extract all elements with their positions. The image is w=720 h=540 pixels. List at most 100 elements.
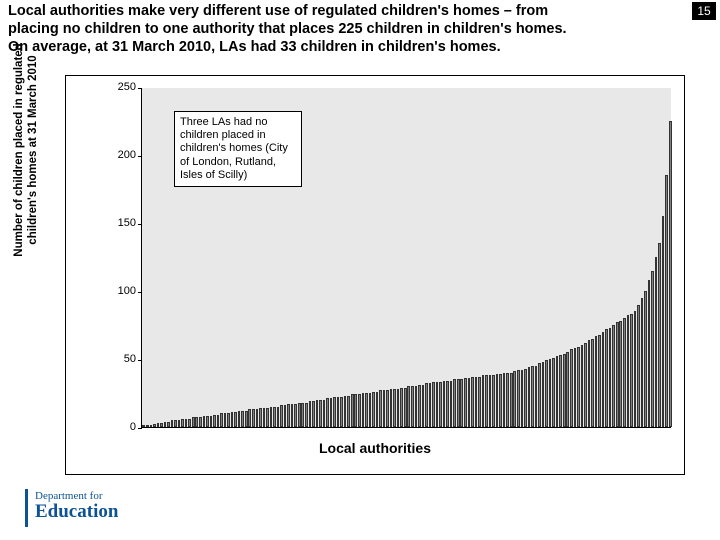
- y-tick-label: 50: [124, 353, 142, 365]
- bar: [340, 397, 343, 427]
- dfe-logo: Department for Education: [35, 491, 118, 522]
- bar: [379, 390, 382, 427]
- bar: [301, 403, 304, 427]
- page-number-badge: 15: [692, 2, 716, 20]
- bar: [294, 404, 297, 427]
- bar: [287, 404, 290, 427]
- bar: [386, 390, 389, 427]
- bar: [581, 345, 584, 427]
- bar: [602, 332, 605, 427]
- bar: [538, 363, 541, 427]
- bar: [658, 243, 661, 427]
- bar: [146, 425, 149, 427]
- bar: [231, 412, 234, 427]
- bar: [418, 385, 421, 427]
- bar: [256, 409, 259, 427]
- bar: [411, 386, 414, 427]
- bar: [266, 408, 269, 427]
- bar: [542, 362, 545, 427]
- bar: [623, 318, 626, 427]
- bar: [471, 377, 474, 427]
- y-axis-label-line2: children's homes at 31 March 2010: [27, 55, 39, 244]
- bar: [181, 419, 184, 427]
- bar: [273, 407, 276, 427]
- bar: [627, 315, 630, 427]
- bar: [563, 354, 566, 427]
- bar: [393, 389, 396, 427]
- bar: [513, 371, 516, 427]
- bar: [439, 382, 442, 427]
- bar: [464, 378, 467, 427]
- bar: [634, 311, 637, 427]
- bar: [407, 386, 410, 427]
- bar: [630, 314, 633, 427]
- bar: [651, 271, 654, 427]
- bar: [354, 394, 357, 427]
- logo-line2: Education: [35, 501, 118, 522]
- bar: [280, 405, 283, 427]
- bar: [167, 422, 170, 427]
- bar: [662, 216, 665, 427]
- bar: [248, 409, 251, 427]
- bar: [365, 393, 368, 427]
- bar: [612, 325, 615, 427]
- title-line1: Local authorities make very different us…: [8, 3, 548, 19]
- bar: [234, 412, 237, 427]
- bar: [376, 392, 379, 427]
- bar: [238, 411, 241, 427]
- bar: [192, 417, 195, 427]
- bar: [213, 415, 216, 427]
- bar: [521, 370, 524, 427]
- bar: [545, 360, 548, 427]
- bar: [347, 396, 350, 427]
- bar: [574, 348, 577, 427]
- bar: [425, 383, 428, 427]
- bar: [333, 397, 336, 427]
- bar: [270, 407, 273, 427]
- bar: [584, 343, 587, 427]
- y-tick-label: 100: [118, 285, 142, 297]
- bar: [298, 403, 301, 427]
- bar: [648, 280, 651, 427]
- y-tick-mark: [138, 88, 142, 89]
- bar: [383, 390, 386, 427]
- bar: [227, 413, 230, 427]
- y-tick-label: 250: [118, 81, 142, 93]
- bar: [415, 386, 418, 427]
- bar: [570, 349, 573, 427]
- bar: [446, 381, 449, 427]
- bar: [188, 419, 191, 427]
- bar: [305, 403, 308, 427]
- bar: [468, 378, 471, 427]
- bar: [369, 393, 372, 427]
- y-axis-label: Number of children placed in regulated c…: [12, 10, 41, 290]
- bar: [443, 381, 446, 427]
- bar: [199, 417, 202, 427]
- bar: [432, 382, 435, 427]
- bar: [595, 336, 598, 427]
- bar: [277, 407, 280, 427]
- bar: [609, 328, 612, 427]
- bar: [524, 369, 527, 427]
- bar: [506, 373, 509, 427]
- bar: [496, 374, 499, 427]
- bar: [195, 417, 198, 427]
- bar: [185, 419, 188, 427]
- bar: [616, 322, 619, 427]
- slide-title: Local authorities make very different us…: [0, 0, 720, 60]
- bar: [241, 411, 244, 427]
- y-tick-label: 150: [118, 217, 142, 229]
- bar: [485, 375, 488, 427]
- y-tick-mark: [138, 156, 142, 157]
- bar: [203, 416, 206, 427]
- bar: [153, 424, 156, 427]
- bar: [598, 335, 601, 427]
- x-axis-label: Local authorities: [66, 440, 684, 456]
- bar: [549, 359, 552, 427]
- bar: [174, 420, 177, 427]
- bar: [528, 367, 531, 427]
- bar: [619, 321, 622, 427]
- bar: [323, 400, 326, 427]
- bar: [326, 398, 329, 427]
- bar: [330, 398, 333, 427]
